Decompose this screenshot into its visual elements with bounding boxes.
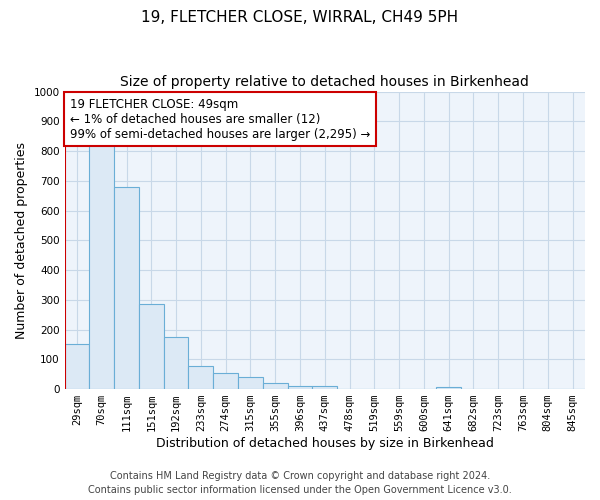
Bar	[65, 344, 89, 389]
Bar	[238, 376, 263, 389]
Bar	[263, 383, 287, 389]
Bar	[436, 386, 461, 389]
Title: Size of property relative to detached houses in Birkenhead: Size of property relative to detached ho…	[121, 75, 529, 89]
Bar	[139, 304, 164, 389]
Bar	[89, 145, 114, 389]
X-axis label: Distribution of detached houses by size in Birkenhead: Distribution of detached houses by size …	[156, 437, 494, 450]
Text: 19 FLETCHER CLOSE: 49sqm
← 1% of detached houses are smaller (12)
99% of semi-de: 19 FLETCHER CLOSE: 49sqm ← 1% of detache…	[70, 98, 370, 140]
Bar	[313, 386, 337, 389]
Bar	[287, 386, 313, 389]
Text: 19, FLETCHER CLOSE, WIRRAL, CH49 5PH: 19, FLETCHER CLOSE, WIRRAL, CH49 5PH	[142, 10, 458, 25]
Bar	[213, 372, 238, 389]
Bar	[188, 366, 213, 389]
Bar	[114, 187, 139, 389]
Y-axis label: Number of detached properties: Number of detached properties	[15, 142, 28, 339]
Text: Contains HM Land Registry data © Crown copyright and database right 2024.
Contai: Contains HM Land Registry data © Crown c…	[88, 471, 512, 495]
Bar	[164, 337, 188, 389]
